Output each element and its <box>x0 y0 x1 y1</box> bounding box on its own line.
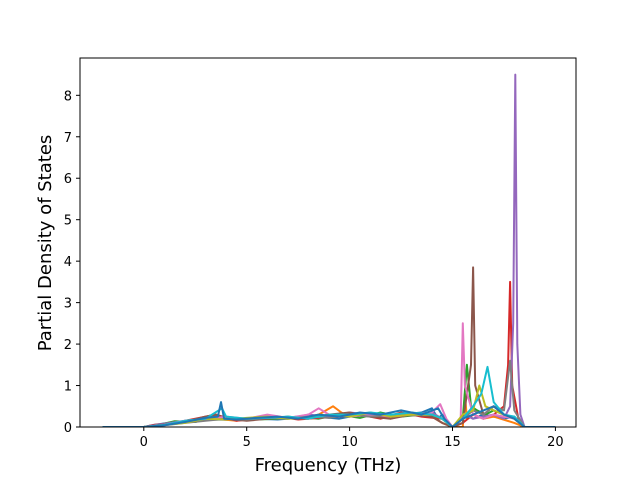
x-axis-ticks: 0 5 10 15 20 <box>140 427 564 450</box>
x-tick-label: 5 <box>243 435 251 450</box>
y-tick-label: 1 <box>64 380 72 395</box>
y-tick-label: 7 <box>64 131 72 146</box>
y-tick-label: 3 <box>64 297 72 312</box>
x-tick-label: 10 <box>341 435 358 450</box>
plot-frame <box>79 57 577 428</box>
x-axis-title: Frequency (THz) <box>255 455 402 476</box>
y-axis-ticks: 0 1 2 3 4 5 6 7 8 <box>64 89 80 436</box>
y-tick-label: 5 <box>64 214 72 229</box>
x-tick-label: 15 <box>444 435 461 450</box>
y-tick-label: 2 <box>64 338 72 353</box>
y-tick-label: 6 <box>64 172 72 187</box>
series-line-11 <box>102 401 556 427</box>
series-line-4 <box>102 280 556 427</box>
x-tick-label: 0 <box>140 435 148 450</box>
y-tick-label: 8 <box>64 89 72 104</box>
series-line-5 <box>102 73 556 427</box>
series-line-6 <box>102 266 556 427</box>
x-tick-label: 20 <box>547 435 564 450</box>
series-line-10 <box>102 365 556 427</box>
series-line-9 <box>102 384 556 427</box>
y-tick-label: 0 <box>64 421 72 436</box>
y-tick-label: 4 <box>64 255 72 270</box>
series-layer <box>102 73 556 427</box>
y-axis-title: Partial Density of States <box>35 135 56 352</box>
